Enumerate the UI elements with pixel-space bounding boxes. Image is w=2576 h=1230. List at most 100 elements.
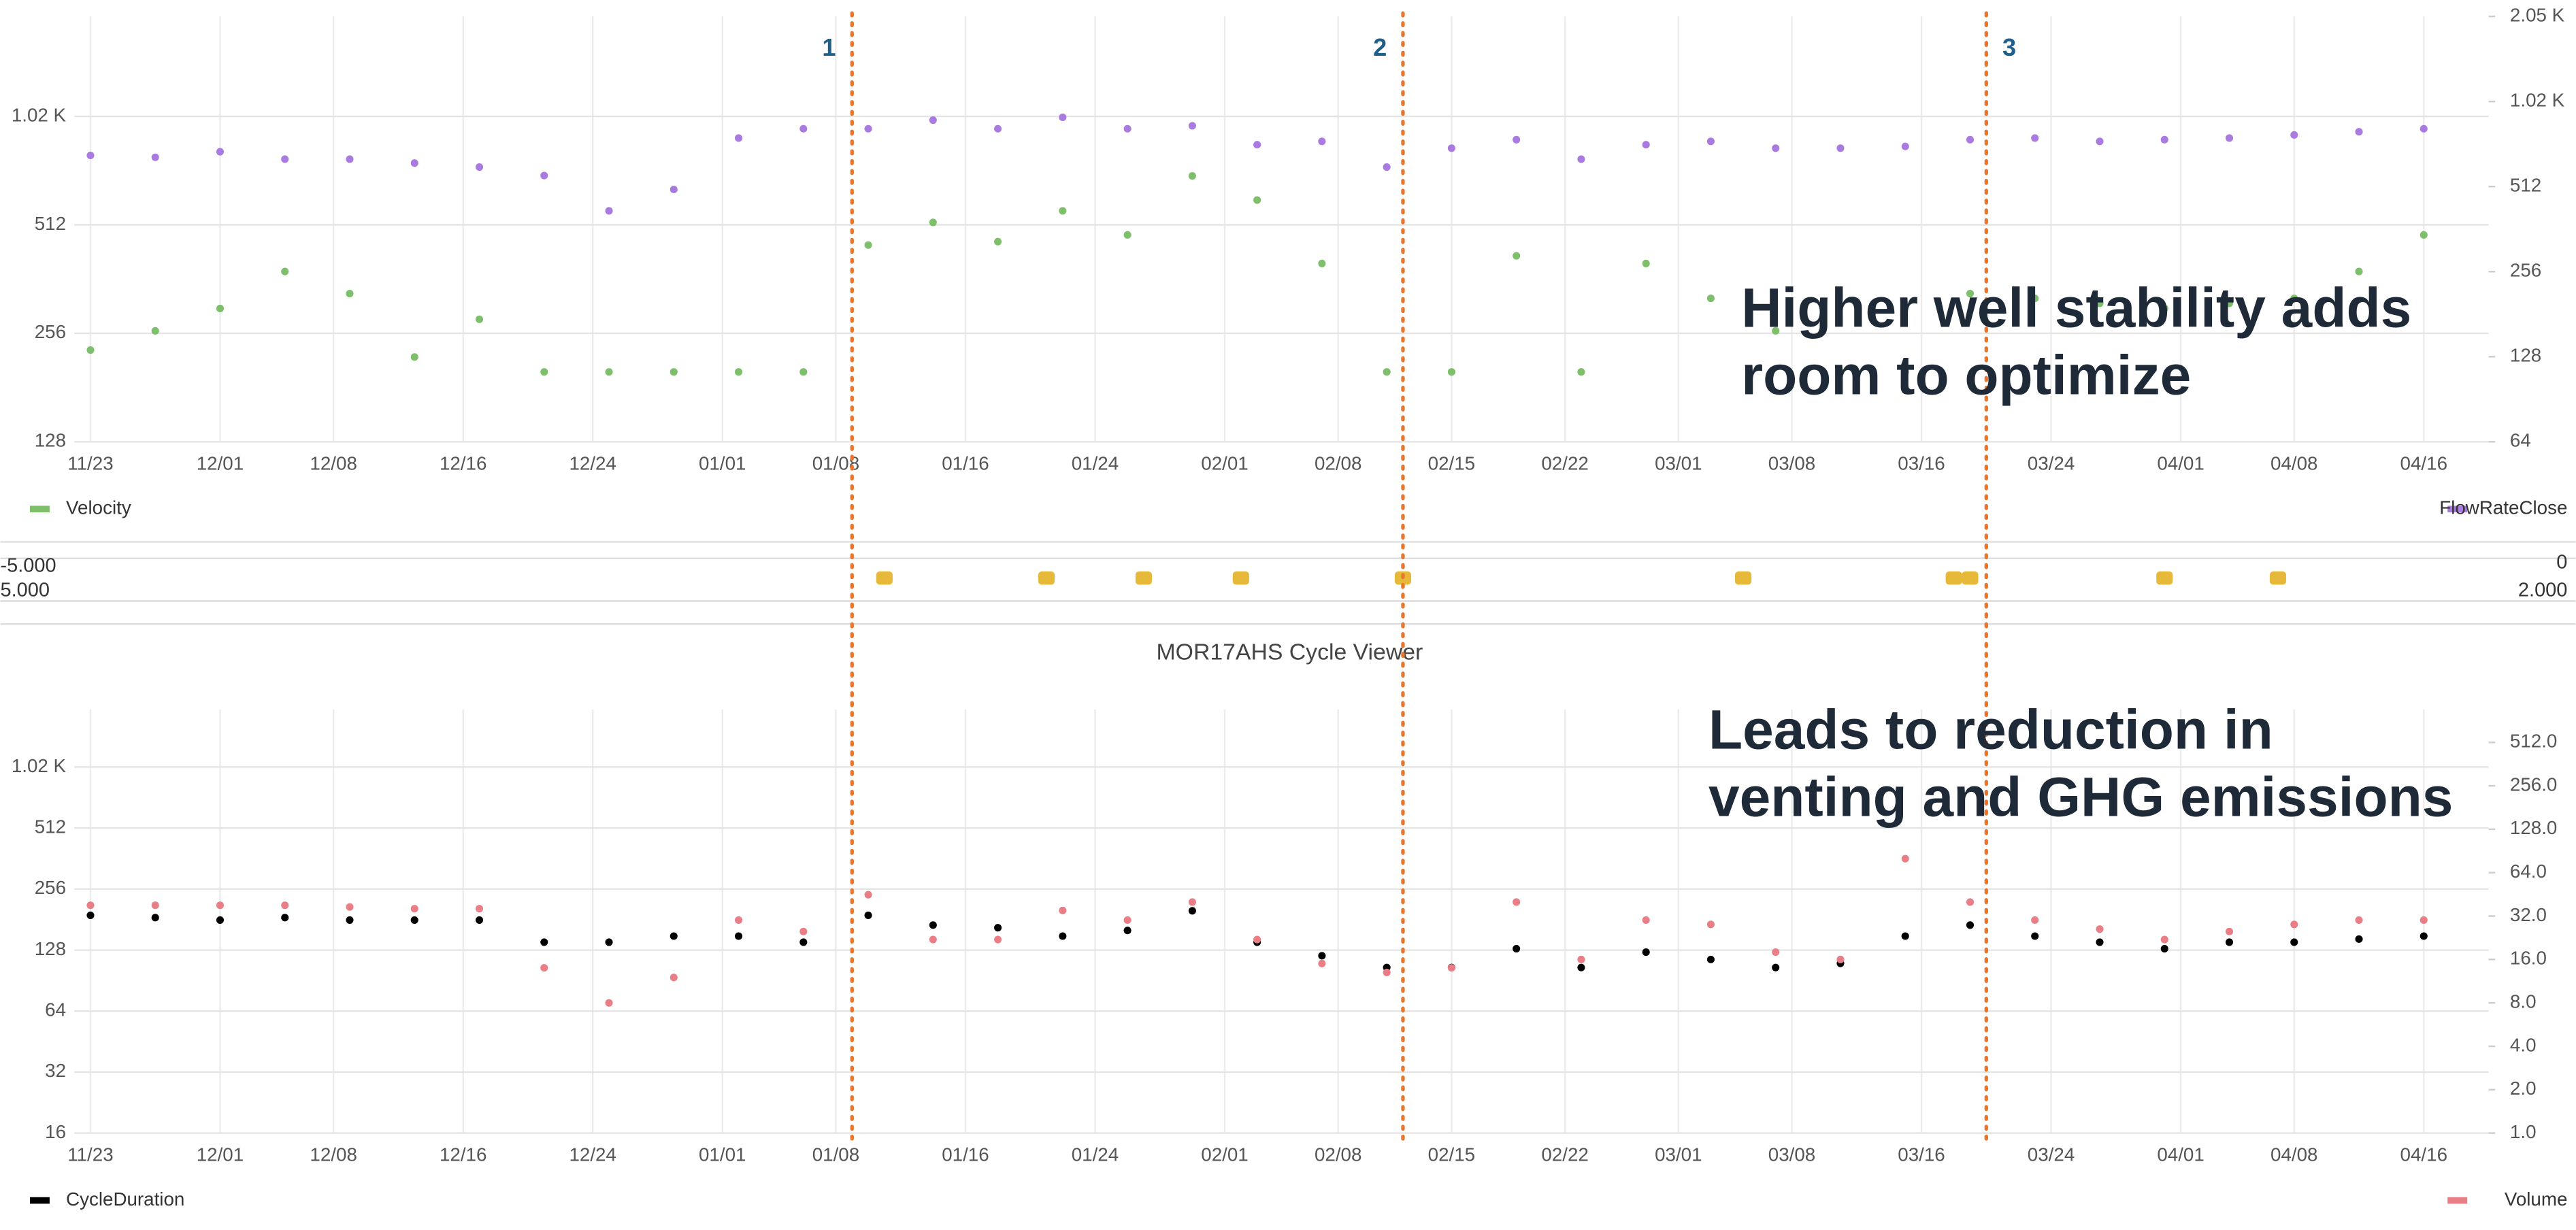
point (1642, 141, 1650, 149)
point (670, 974, 678, 982)
y2-tick-label: 8.0 (2510, 991, 2537, 1012)
point (2160, 944, 2168, 953)
point (1901, 368, 1909, 376)
point (1188, 172, 1196, 180)
point (2290, 938, 2298, 946)
y2-tick-label: 2.0 (2510, 1078, 2537, 1099)
point (346, 903, 354, 911)
x-tick-label: 03/16 (1898, 452, 1945, 473)
y-tick-label: 128 (35, 938, 66, 959)
y-tick-label: 16 (45, 1121, 66, 1142)
x-tick-label: 02/01 (1201, 452, 1248, 473)
point (1772, 144, 1780, 152)
y2-tick-label: 1.0 (2510, 1121, 2537, 1142)
x-tick-label: 03/01 (1655, 452, 1702, 473)
point (281, 901, 289, 910)
point (216, 304, 225, 312)
point (410, 353, 418, 361)
point (475, 315, 484, 323)
y-tick-label: 128 (35, 430, 66, 451)
point (1966, 921, 1975, 929)
point (151, 901, 159, 910)
point (281, 155, 289, 163)
point (540, 368, 548, 376)
point (670, 185, 678, 194)
y2-tick-label: 2.05 K (2510, 4, 2565, 25)
point (994, 935, 1002, 944)
point (346, 289, 354, 298)
x-tick-label: 03/24 (2028, 452, 2075, 473)
point (1059, 207, 1067, 215)
point (2225, 938, 2234, 946)
y2-tick-label: 32.0 (2510, 904, 2547, 925)
annotation: venting and GHG emissions (1708, 767, 2453, 829)
point (151, 327, 159, 335)
point (994, 924, 1002, 932)
x-tick-label: 03/16 (1898, 1144, 1945, 1165)
point (1059, 906, 1067, 914)
point (929, 116, 937, 124)
event-marker (1135, 571, 1152, 585)
point (1253, 141, 1261, 149)
point (216, 901, 225, 910)
point (346, 916, 354, 924)
point (216, 148, 225, 156)
point (2160, 135, 2168, 144)
x-tick-label: 12/08 (310, 452, 357, 473)
x-tick-label: 01/16 (942, 1144, 989, 1165)
y2-tick-label: 2.000 (2518, 580, 2567, 601)
point (1836, 144, 1845, 152)
point (1253, 196, 1261, 204)
y-tick-label: 1.02 K (12, 104, 67, 125)
point (410, 159, 418, 167)
point (605, 368, 613, 376)
x-tick-label: 02/22 (1541, 452, 1588, 473)
y2-tick-label: 128 (2510, 345, 2541, 366)
x-tick-label: 02/08 (1315, 452, 1361, 473)
point (2290, 295, 2298, 303)
point (1188, 122, 1196, 130)
point (1123, 124, 1132, 133)
legend-label: FlowRateClose (2439, 497, 2567, 518)
point (799, 124, 808, 133)
y2-tick-label: 256.0 (2510, 774, 2557, 795)
point (605, 207, 613, 215)
y-tick-label: 256 (35, 321, 66, 342)
y2-tick-label: 0 (2556, 552, 2567, 574)
x-tick-label: 01/08 (812, 1144, 859, 1165)
point (1188, 907, 1196, 915)
point (2031, 295, 2039, 303)
point (1059, 932, 1067, 940)
point (799, 368, 808, 376)
x-tick-label: 12/08 (310, 1144, 357, 1165)
x-tick-label: 03/01 (1655, 1144, 1702, 1165)
x-tick-label: 01/01 (699, 452, 746, 473)
point (1383, 368, 1391, 376)
x-tick-label: 01/01 (699, 1144, 746, 1165)
point (281, 914, 289, 922)
point (2420, 124, 2428, 133)
x-tick-label: 04/08 (2270, 1144, 2317, 1165)
point (475, 163, 484, 171)
point (1513, 135, 1521, 144)
point (2290, 920, 2298, 929)
point (151, 153, 159, 161)
x-tick-label: 02/08 (1315, 1144, 1361, 1165)
point (1253, 935, 1261, 944)
x-tick-label: 11/23 (67, 1144, 113, 1165)
legend-label: Velocity (66, 497, 131, 518)
point (1966, 898, 1975, 906)
point (540, 171, 548, 180)
point (1772, 963, 1780, 971)
point (2225, 927, 2234, 935)
point (1577, 155, 1585, 163)
point (2096, 925, 2104, 933)
point (1966, 289, 1975, 298)
y2-tick-label: 16.0 (2510, 948, 2547, 969)
point (1447, 368, 1455, 376)
x-tick-label: 02/15 (1428, 1144, 1475, 1165)
point (86, 346, 95, 354)
y-tick-label: 64 (45, 999, 66, 1020)
event-marker (2269, 571, 2287, 585)
point (410, 916, 418, 924)
